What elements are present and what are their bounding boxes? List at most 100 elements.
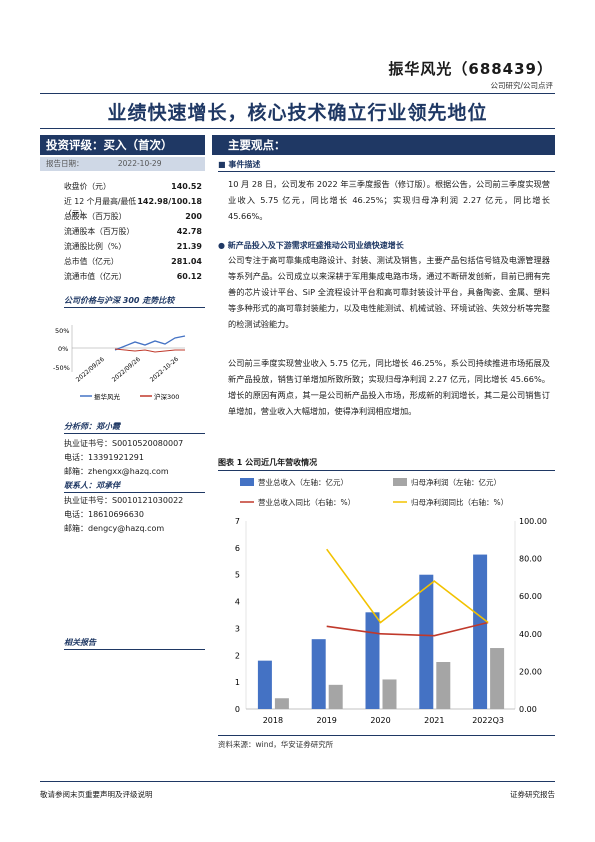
metric-value: 21.39 xyxy=(176,242,202,251)
y-tick-right: 40.00 xyxy=(519,630,542,639)
y-tick-right: 80.00 xyxy=(519,555,542,564)
figure-bottom-rule xyxy=(218,735,555,736)
metric-row: 收盘价（元） 140.52 xyxy=(64,181,202,193)
rating-bar: 投资评级：买入（首次） xyxy=(40,135,205,155)
metric-label: 近 12 个月最高/最低（元） xyxy=(64,197,137,218)
mini-ytick: 0% xyxy=(58,345,68,353)
analyst-label: 分析师：郑小霞 xyxy=(64,422,120,431)
section-divider xyxy=(64,492,205,493)
price-comparison-chart: 50% 0% -50% 2022/09/26 2022/09/26 2022-1… xyxy=(53,325,186,401)
analyst-cert: 执业证书号：S0010520080007 xyxy=(64,439,184,448)
contact-email: 邮箱：dengcy@hazq.com xyxy=(64,524,165,533)
date-value: 2022-10-29 xyxy=(117,159,162,168)
bar xyxy=(328,684,343,709)
mini-legend-label: 振华风光 xyxy=(94,392,121,401)
analysis-text: 公司前三季度实现营业收入 5.75 亿元，同比增长 46.25%，系公司持续推进… xyxy=(228,358,550,416)
bar xyxy=(382,679,397,709)
y-tick-left: 5 xyxy=(235,571,240,580)
event-text: 10 月 28 日，公司发布 2022 年三季度报告（修订版）。根据公告，公司前… xyxy=(228,179,550,221)
x-tick: 2020 xyxy=(370,716,390,725)
y-tick-right: 60.00 xyxy=(519,592,542,601)
bar xyxy=(311,639,326,709)
mini-ytick: 50% xyxy=(55,327,69,335)
related-reports: 相关报告 xyxy=(64,638,96,647)
revenue-chart: 营业总收入（左轴：亿元） 归母净利润（左轴：亿元） 营业总收入同比（右轴：%） 归母净… xyxy=(235,477,547,725)
bullet-icon: ● xyxy=(218,241,225,250)
metric-row: 流通股比例（%） 21.39 xyxy=(64,241,202,253)
legend-label: 归母净利润同比（右轴：%） xyxy=(411,497,508,507)
y-tick-right: 20.00 xyxy=(519,667,542,676)
event-divider xyxy=(218,171,555,172)
section-divider xyxy=(64,649,205,650)
company-name: 振华风光（688439） xyxy=(388,60,553,78)
y-tick-right: 0.00 xyxy=(519,705,537,714)
bullet-text: 公司专注于高可靠集成电路设计、封装、测试及销售，主要产品包括信号链及电源管理器等… xyxy=(228,255,550,329)
event-title: ■ 事件描述 xyxy=(218,159,260,170)
main-heading: 主要观点： xyxy=(212,135,555,155)
bar xyxy=(419,574,434,709)
metric-row: 流通市值（亿元） 60.12 xyxy=(64,271,202,283)
mini-xtick: 2022/09/26 xyxy=(111,356,142,384)
y-tick-left: 0 xyxy=(235,705,240,714)
header-divider xyxy=(40,93,555,95)
y-tick-left: 2 xyxy=(235,651,240,660)
mini-line-index xyxy=(114,348,185,353)
y-tick-left: 6 xyxy=(235,544,240,553)
date-bar: 报告日期： 2022-10-29 xyxy=(40,157,205,171)
bullet-icon: ■ xyxy=(218,160,226,169)
metric-label: 总市值（亿元） xyxy=(64,257,119,266)
metric-value: 60.12 xyxy=(176,272,202,281)
mini-xtick: 2022/09/26 xyxy=(75,356,106,384)
x-tick: 2019 xyxy=(317,716,337,725)
chart-source: 资料来源：wind，华安证券研究所 xyxy=(218,740,334,749)
metric-value: 140.52 xyxy=(171,182,202,191)
mini-xtick: 2022-10-26 xyxy=(149,356,180,384)
contact-label: 联系人：邓承佯 xyxy=(64,481,120,490)
figure-title: 图表 1 公司近几年营收情况 xyxy=(218,458,318,467)
metric-value: 42.78 xyxy=(176,227,202,236)
bar xyxy=(473,554,488,709)
mini-legend-label: 沪深300 xyxy=(154,392,179,401)
y-tick-left: 3 xyxy=(235,624,240,633)
report-type: 公司研究/公司点评 xyxy=(490,81,553,90)
bullet-title-text: 新产品投入及下游需求旺盛推动公司业绩快速增长 xyxy=(227,241,404,250)
series-line xyxy=(326,548,489,624)
metric-row: 总市值（亿元） 281.04 xyxy=(64,256,202,268)
bar xyxy=(257,660,272,709)
mini-line-company xyxy=(114,335,186,351)
x-tick: 2021 xyxy=(424,716,444,725)
section-divider xyxy=(64,307,205,308)
date-label: 报告日期： xyxy=(46,159,84,168)
footer-divider xyxy=(40,781,555,782)
y-tick-left: 4 xyxy=(235,598,240,607)
section-divider xyxy=(64,433,205,434)
metric-label: 流通市值（亿元） xyxy=(64,272,127,281)
mini-ytick: -50% xyxy=(53,364,70,372)
legend-swatch xyxy=(240,478,254,486)
metric-row: 近 12 个月最高/最低（元） 142.98/100.18 xyxy=(64,196,202,218)
page-title: 业绩快速增长，核心技术确立行业领先地位 xyxy=(107,102,488,124)
series-line xyxy=(326,621,489,637)
bar xyxy=(365,612,380,709)
analyst-email: 邮箱：zhengxx@hazq.com xyxy=(64,467,169,476)
legend-swatch xyxy=(393,478,407,486)
y-tick-left: 7 xyxy=(235,517,240,526)
bullet-heading: ● 新产品投入及下游需求旺盛推动公司业绩快速增长 xyxy=(218,240,404,251)
bar xyxy=(490,648,505,709)
metric-label: 流通股本（百万股） xyxy=(64,227,135,236)
legend-label: 营业总收入（左轴：亿元） xyxy=(258,477,348,487)
metric-row: 总股本（百万股） 200 xyxy=(64,211,202,223)
footer-label: 证券研究报告 xyxy=(510,790,555,799)
price-chart-title: 公司价格与沪深 300 走势比较 xyxy=(64,296,175,305)
metric-value: 281.04 xyxy=(171,257,202,266)
metric-row: 流通股本（百万股） 42.78 xyxy=(64,226,202,238)
figure-top-rule xyxy=(218,470,555,471)
title-divider xyxy=(40,128,555,130)
metric-value: 200 xyxy=(185,212,202,221)
footer-disclaimer: 敬请参阅末页重要声明及评级说明 xyxy=(40,790,153,799)
contact-phone: 电话：18610696630 xyxy=(64,510,144,519)
y-tick-right: 100.00 xyxy=(519,517,547,526)
metric-value: 142.98/100.18 xyxy=(137,197,202,206)
legend-label: 营业总收入同比（右轴：%） xyxy=(258,497,355,507)
metric-label: 流通股比例（%） xyxy=(64,242,126,251)
